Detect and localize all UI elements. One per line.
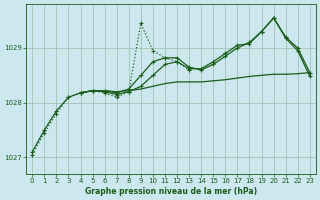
X-axis label: Graphe pression niveau de la mer (hPa): Graphe pression niveau de la mer (hPa) xyxy=(85,187,257,196)
